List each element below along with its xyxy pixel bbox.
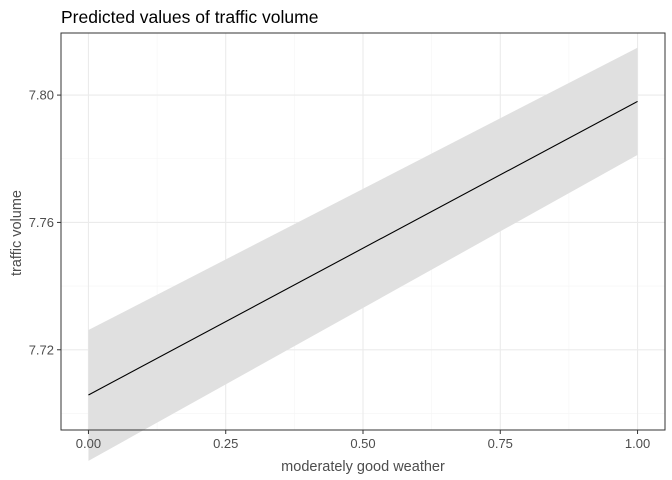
x-tick-label: 0.00 [76, 436, 101, 451]
x-tick-label: 0.50 [350, 436, 375, 451]
y-tick-label: 7.80 [29, 88, 54, 103]
y-axis: 7.72 7.76 7.80 [29, 88, 61, 357]
chart-title: Predicted values of traffic volume [61, 7, 318, 27]
y-tick-label: 7.76 [29, 215, 54, 230]
confidence-band [88, 47, 638, 461]
x-axis-label: moderately good weather [281, 459, 445, 475]
x-tick-label: 0.25 [213, 436, 238, 451]
series-line [88, 100, 638, 396]
y-axis-label: traffic volume [9, 190, 25, 276]
y-tick-label: 7.72 [29, 342, 54, 357]
x-tick-label: 1.00 [625, 436, 650, 451]
plot-panel [60, 32, 666, 461]
x-axis: 0.00 0.25 0.50 0.75 1.00 [76, 430, 650, 451]
x-tick-label: 0.75 [488, 436, 513, 451]
